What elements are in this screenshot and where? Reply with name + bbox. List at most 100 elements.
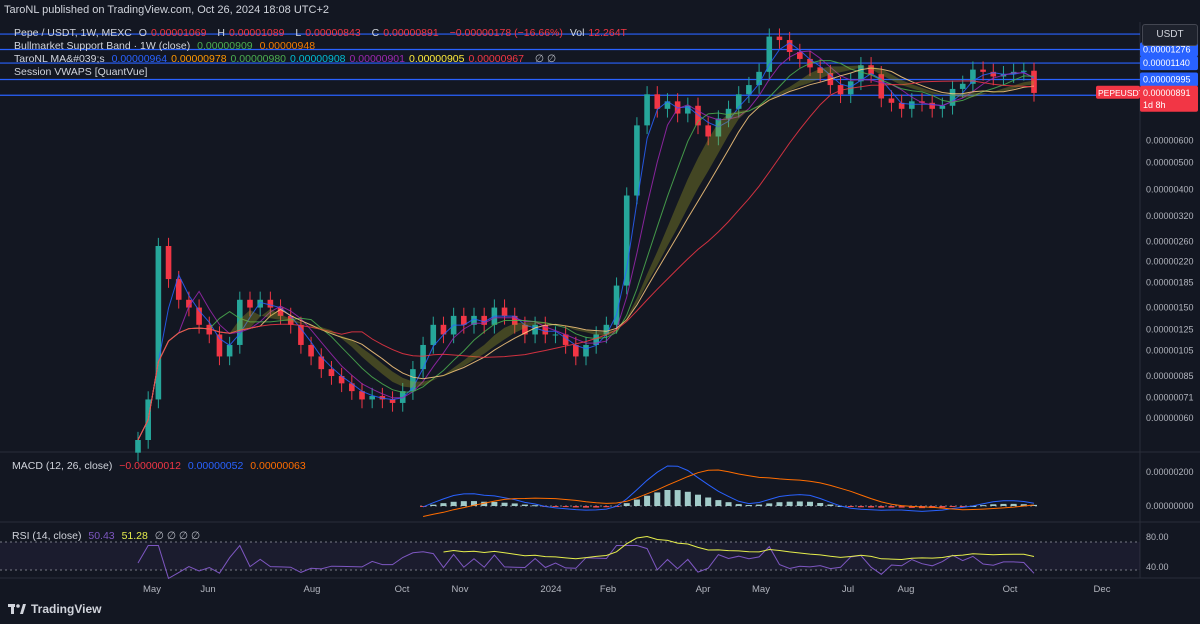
candle-body-32 xyxy=(461,315,467,325)
candle-body-16 xyxy=(298,324,304,345)
candle-body-62 xyxy=(766,36,773,72)
price-tick-8: 0.00000125 xyxy=(1146,325,1194,335)
legend-symbol[interactable]: Pepe / USDT, 1W, MEXC xyxy=(14,27,132,39)
time-tick-10: Aug xyxy=(898,584,915,595)
candle-body-14 xyxy=(277,307,284,316)
macd-hist-43 xyxy=(572,506,579,508)
candle-body-34 xyxy=(481,315,487,325)
time-tick-9: Jul xyxy=(842,584,854,595)
candle-body-3 xyxy=(165,245,172,280)
macd-hist-36 xyxy=(501,502,508,506)
macd-hist-52 xyxy=(664,490,671,506)
time-tick-6: Feb xyxy=(600,584,616,595)
candle-body-38 xyxy=(522,324,528,335)
price-tick-1: 0.00000500 xyxy=(1146,157,1194,167)
candle-body-72 xyxy=(868,65,874,75)
time-tick-2: Aug xyxy=(304,584,321,595)
candle-body-17 xyxy=(308,344,314,357)
candle-body-59 xyxy=(735,94,742,109)
legend-vwap[interactable]: Session VWAPS [QuantVue] xyxy=(14,66,148,78)
candle-body-19 xyxy=(328,369,335,377)
legend-ma-ribbon[interactable]: TaroNL MA&#039;s 0.00000964 0.00000978 0.0… xyxy=(14,53,557,65)
ma-line-13 xyxy=(137,67,1035,441)
candle-body-78 xyxy=(929,102,935,109)
candle-body-29 xyxy=(430,324,437,345)
candle-body-13 xyxy=(267,299,274,308)
candle-body-63 xyxy=(776,36,783,41)
price-tick-12: 0.00000060 xyxy=(1146,413,1194,423)
macd-hist-65 xyxy=(796,501,803,506)
candle-body-15 xyxy=(287,315,294,325)
bull-support-band xyxy=(138,65,1034,441)
time-tick-3: Oct xyxy=(395,584,410,595)
candle-body-18 xyxy=(318,356,325,370)
level-label-bg-2 xyxy=(1140,72,1198,87)
price-tag-countdown: 1d 8h xyxy=(1143,100,1166,110)
candle-body-48 xyxy=(623,195,630,286)
candle-body-11 xyxy=(247,299,253,308)
tradingview-logo[interactable]: TradingView xyxy=(8,602,101,616)
candle-body-49 xyxy=(634,125,640,196)
tradingview-logo-icon xyxy=(8,604,26,614)
time-tick-12: Dec xyxy=(1094,584,1111,595)
legend-ohlc-o: O 0.00001069 xyxy=(138,27,207,39)
candle-body-27 xyxy=(410,369,416,392)
candle-body-65 xyxy=(797,51,803,59)
candle-body-79 xyxy=(939,105,946,109)
candle-body-51 xyxy=(654,94,661,109)
candle-body-0 xyxy=(135,440,141,453)
level-label-1: 0.00001140 xyxy=(1143,58,1190,68)
candle-body-39 xyxy=(532,324,538,335)
ma-value-2: 0.00000980 xyxy=(230,53,287,65)
macd-hist-74 xyxy=(888,506,895,508)
macd-hist-66 xyxy=(807,501,813,506)
price-tick-6: 0.00000185 xyxy=(1146,277,1194,287)
candle-body-84 xyxy=(990,71,997,77)
currency-selector[interactable]: USDT xyxy=(1142,24,1198,46)
macd-hist-60 xyxy=(745,505,752,507)
macd-hist-41 xyxy=(552,506,559,507)
macd-hist-59 xyxy=(735,504,742,506)
rsi-ma-line xyxy=(443,535,1035,561)
macd-hist-35 xyxy=(491,501,498,506)
macd-legend[interactable]: MACD (12, 26, close) −0.00000012 0.00000… xyxy=(12,460,306,472)
published-header: TaroNL published on TradingView.com, Oct… xyxy=(4,4,329,16)
macd-hist-56 xyxy=(705,497,712,506)
macd-hist-57 xyxy=(715,500,722,506)
candle-body-82 xyxy=(970,69,976,84)
candle-body-42 xyxy=(562,334,569,345)
candle-body-9 xyxy=(226,344,233,357)
legend-bull-band[interactable]: Bullmarket Support Band · 1W (close) 0.0… xyxy=(14,40,316,52)
ma-ribbon-label: TaroNL MA&#039;s xyxy=(14,53,105,65)
macd-hist-53 xyxy=(674,490,681,506)
macd-hist-81 xyxy=(959,506,966,507)
rsi-legend[interactable]: RSI (14, close) 50.43 51.28 ∅ ∅ ∅ ∅ xyxy=(12,530,201,542)
candle-body-26 xyxy=(399,391,406,403)
candle-body-69 xyxy=(837,85,844,95)
ma-value-5: 0.00000905 xyxy=(409,53,465,65)
macd-hist-82 xyxy=(969,505,976,507)
ma-value-4: 0.00000901 xyxy=(349,53,405,65)
candle-body-36 xyxy=(501,307,508,316)
macd-hist-45 xyxy=(593,506,600,508)
time-tick-0: May xyxy=(143,584,161,595)
price-tag-symbol: PEPEUSDT xyxy=(1098,88,1144,98)
ma-value-1: 0.00000978 xyxy=(171,53,227,65)
legend-symbol-row: Pepe / USDT, 1W, MEXC O 0.00001069 H 0.000… xyxy=(14,27,635,39)
macd-hist-54 xyxy=(684,491,691,506)
macd-hist-50 xyxy=(644,495,651,506)
price-tick-10: 0.00000085 xyxy=(1146,371,1194,381)
candle-body-41 xyxy=(552,334,559,336)
time-tick-11: Oct xyxy=(1003,584,1018,595)
rsi-band xyxy=(0,542,1140,570)
legend-change: −0.00000178 (−16.66%) xyxy=(449,27,563,39)
macd-hist-29 xyxy=(430,504,437,506)
candle-body-21 xyxy=(349,383,355,392)
candle-body-24 xyxy=(379,396,386,400)
macd-hist-37 xyxy=(511,503,518,506)
legend-ohlc-l: L 0.00000843 xyxy=(295,27,361,39)
price-tick-5: 0.00000220 xyxy=(1146,256,1194,266)
candle-body-61 xyxy=(756,71,762,86)
macd-hist-86 xyxy=(1010,503,1017,506)
macd-axis-tick-0: 0.00000200 xyxy=(1146,467,1194,477)
